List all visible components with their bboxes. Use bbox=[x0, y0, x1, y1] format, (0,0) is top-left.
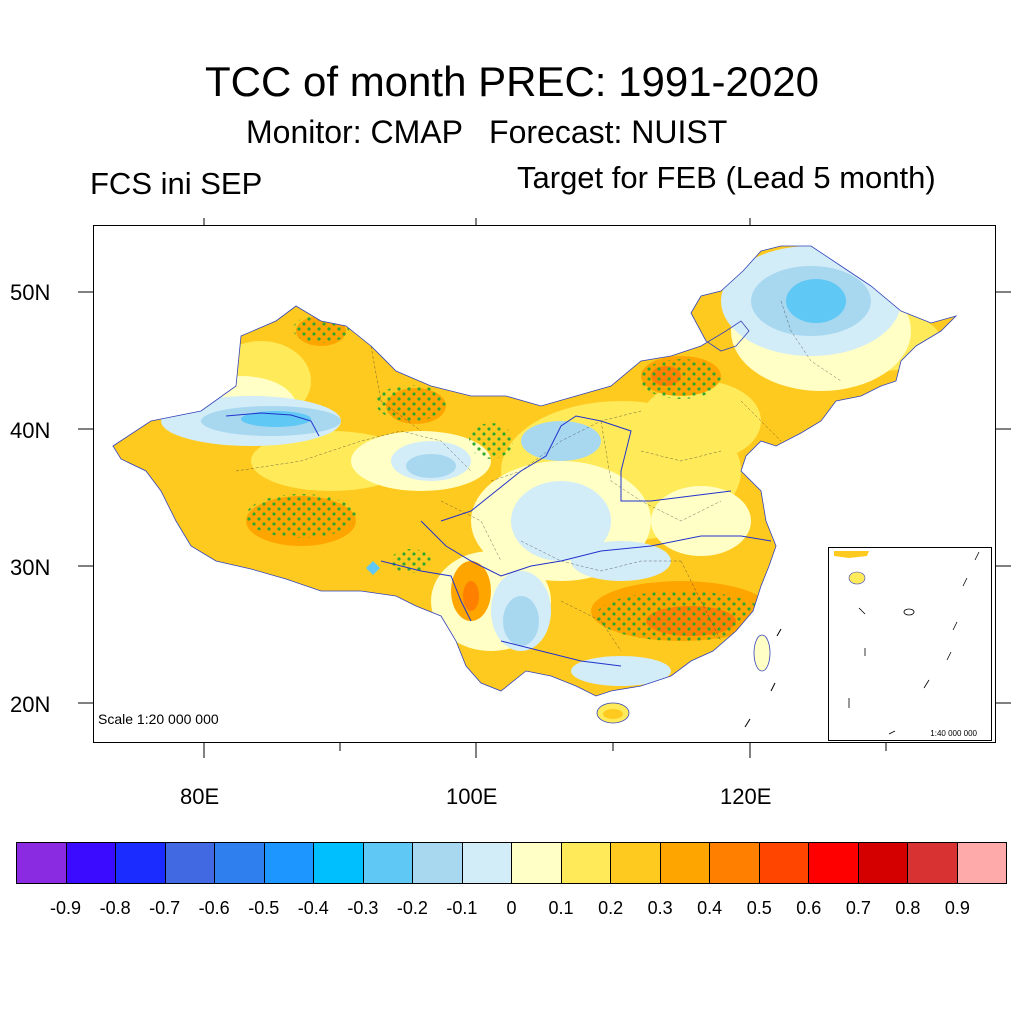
colorbar-swatch bbox=[611, 843, 661, 883]
colorbar-swatch bbox=[165, 843, 215, 883]
colorbar-tick-label: 0.1 bbox=[548, 898, 574, 918]
lon-label-120e: 120E bbox=[720, 784, 772, 809]
colorbar-tick-label: 0.5 bbox=[746, 898, 772, 918]
colorbar-swatch bbox=[660, 843, 710, 883]
colorbar-tick-label: 0.8 bbox=[895, 898, 921, 918]
colorbar-swatch bbox=[512, 843, 562, 883]
map-subtitle: Monitor: CMAP Forecast: NUIST bbox=[246, 114, 728, 150]
colorbar-swatch bbox=[462, 843, 512, 883]
colorbar-swatch bbox=[957, 843, 1006, 883]
colorbar-tick-label: 0.2 bbox=[598, 898, 624, 918]
colorbar-tick-label: 0.6 bbox=[796, 898, 822, 918]
colorbar-tick-label: -0.3 bbox=[347, 898, 379, 918]
colorbar-tick-label: -0.9 bbox=[50, 898, 82, 918]
lat-label-30n: 30N bbox=[10, 555, 51, 580]
south-china-sea-inset: 1:40 000 000 bbox=[828, 547, 992, 741]
colorbar-tick-label: -0.4 bbox=[297, 898, 329, 918]
colorbar-swatch bbox=[809, 843, 859, 883]
colorbar-swatch bbox=[710, 843, 760, 883]
china-precip-tcc-map bbox=[112, 245, 957, 728]
map-scale-label: Scale 1:20 000 000 bbox=[98, 711, 219, 727]
colorbar-swatch bbox=[116, 843, 166, 883]
lat-label-50n: 50N bbox=[10, 280, 51, 305]
colorbar-swatch bbox=[66, 843, 116, 883]
colorbar-swatch bbox=[363, 843, 413, 883]
colorbar-tick-label: -0.2 bbox=[396, 898, 428, 918]
colorbar-tick-label: 0.4 bbox=[697, 898, 723, 918]
colorbar-tick-label: 0.7 bbox=[845, 898, 871, 918]
colorbar-tick-label: -0.5 bbox=[248, 898, 280, 918]
colorbar-tick-label: 0.9 bbox=[944, 898, 970, 918]
colorbar-swatch bbox=[314, 843, 364, 883]
forecast-init-label: FCS ini SEP bbox=[90, 166, 263, 201]
inset-scale-label: 1:40 000 000 bbox=[930, 729, 977, 738]
colorbar-swatch bbox=[908, 843, 958, 883]
colorbar-swatch bbox=[858, 843, 908, 883]
colorbar-swatch bbox=[413, 843, 463, 883]
colorbar-tick-label: -0.8 bbox=[99, 898, 131, 918]
map-title: TCC of month PREC: 1991-2020 bbox=[205, 58, 819, 105]
colorbar-swatch bbox=[17, 843, 67, 883]
lon-label-80e: 80E bbox=[180, 784, 220, 809]
colorbar-swatch bbox=[561, 843, 611, 883]
colorbar-swatch bbox=[264, 843, 314, 883]
colorbar-tick-label: -0.6 bbox=[198, 898, 230, 918]
colorbar bbox=[16, 842, 1007, 884]
colorbar-swatch bbox=[215, 843, 265, 883]
map-frame bbox=[93, 225, 996, 743]
colorbar-swatch bbox=[759, 843, 809, 883]
colorbar-tick-label: -0.7 bbox=[149, 898, 181, 918]
lat-label-40n: 40N bbox=[10, 418, 51, 443]
inset-map bbox=[834, 551, 980, 735]
lon-label-100e: 100E bbox=[446, 784, 498, 809]
colorbar-tick-label: 0.3 bbox=[647, 898, 673, 918]
colorbar-tick-label: 0 bbox=[506, 898, 517, 918]
target-label: Target for FEB (Lead 5 month) bbox=[517, 160, 936, 195]
colorbar-tick-label: -0.1 bbox=[446, 898, 478, 918]
lat-label-20n: 20N bbox=[10, 692, 51, 717]
